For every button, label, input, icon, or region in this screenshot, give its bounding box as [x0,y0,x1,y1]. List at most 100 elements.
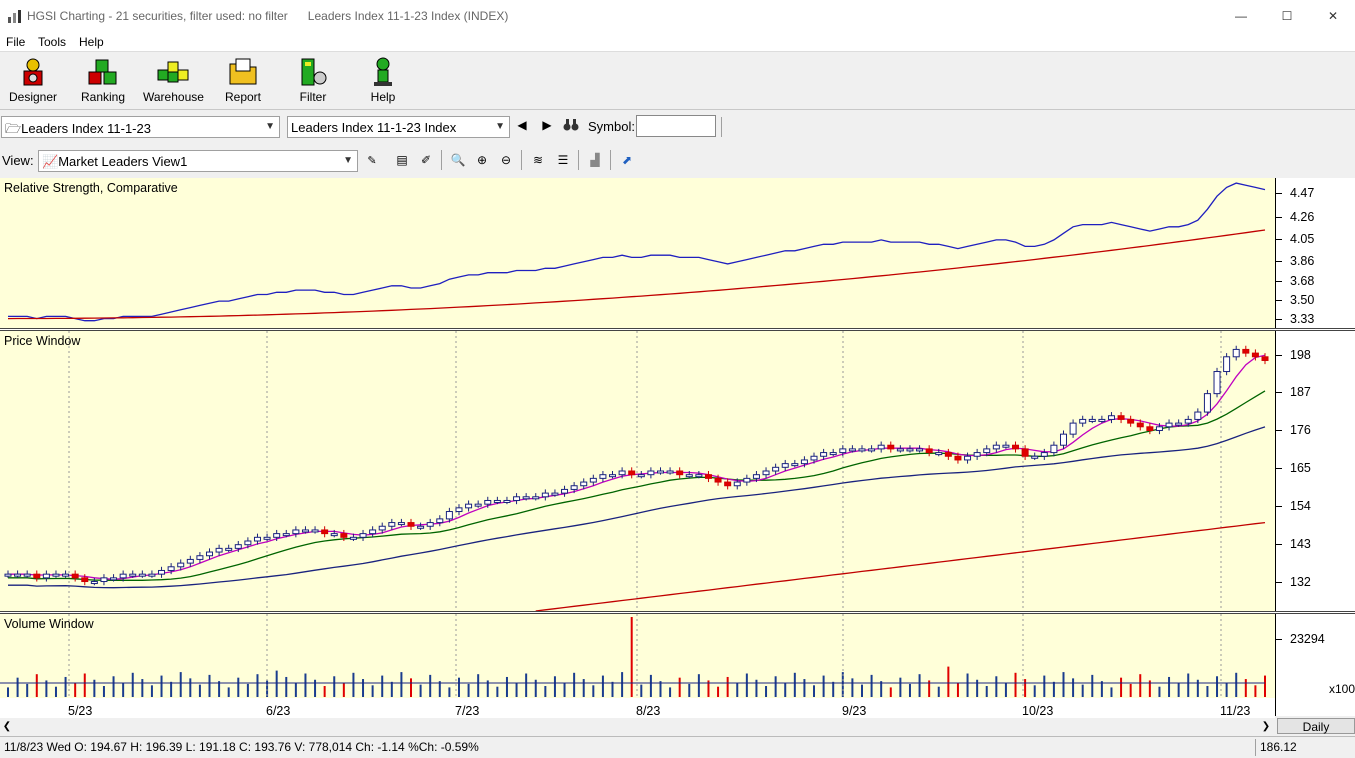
date-axis-label: 7/23 [455,704,480,718]
binoculars-icon [563,119,579,131]
list-select[interactable]: 🗁Leaders Index 11-1-23 ▼ [1,116,280,138]
candle-body [436,518,444,524]
candle-body [1194,411,1202,420]
properties-button[interactable]: ▤ [392,150,412,170]
candle-body [426,522,434,527]
data-table-button[interactable]: ☰ [553,150,573,170]
toolbar-separator [521,150,522,170]
candle-body [1040,452,1048,457]
period-button[interactable]: Daily [1277,718,1355,734]
candle-body [666,470,674,474]
relative-strength-line [8,182,1266,322]
triangle-left-icon: ◀ [517,118,527,132]
export-icon: ⬈ [621,153,633,167]
candle-body [1136,422,1144,428]
toolbar-separator [721,117,722,137]
date-axis-label: 8/23 [636,704,661,718]
triangle-right-icon: ▶ [542,118,552,132]
candle-body [359,533,367,538]
maximize-button[interactable]: ☐ [1281,9,1293,23]
help-button[interactable]: Help [353,56,413,106]
ma21-line [8,390,1266,581]
candle-body [685,474,693,478]
scroll-right-button[interactable]: ❯ [1259,718,1273,735]
security-select[interactable]: Leaders Index 11-1-23 Index ▼ [287,116,510,138]
candle-body [733,481,741,487]
candle-body [810,455,818,461]
rs-tick-label: 4.47 [1290,186,1315,200]
symbol-input[interactable] [636,115,716,137]
date-axis: 5/23 6/23 7/23 8/23 9/23 10/23 11/23 [0,698,1275,718]
chart-type-button[interactable]: ▟ [585,150,605,170]
candle-body [52,573,60,577]
close-button[interactable]: ✕ [1327,9,1339,23]
eraser-icon: ✎ [367,154,377,167]
scroll-left-button[interactable]: ❮ [0,718,14,735]
candle-body [781,463,789,468]
chart-view-icon: 📈 [42,154,59,169]
horizontal-scrollbar[interactable] [16,720,1256,733]
candle-body [1165,422,1173,428]
chevron-down-icon: ▼ [495,121,505,132]
view-select[interactable]: 📈Market Leaders View1 ▼ [38,150,358,172]
ranking-button[interactable]: Ranking [73,56,133,106]
date-axis-label: 5/23 [68,704,93,718]
candle-body [42,573,50,579]
date-axis-label: 10/23 [1022,704,1054,718]
menu-help[interactable]: Help [79,35,104,49]
zoom-button[interactable]: 🔍 [448,150,468,170]
warehouse-button[interactable]: Warehouse [143,56,204,106]
candle-body [839,448,847,454]
report-button[interactable]: Report [213,56,273,106]
report-icon [229,58,257,85]
menu-file[interactable]: File [6,35,26,49]
candle-body [1223,356,1231,373]
candle-body [1012,444,1020,450]
magnifier-icon: 🔍 [450,153,466,167]
candle-body [695,474,703,478]
candle-body [580,481,588,487]
price-tickmark [1276,468,1282,469]
price-tickmark [1276,430,1282,431]
minimize-button[interactable]: — [1235,9,1247,23]
title-bar: HGSI Charting - 21 securities, filter us… [0,0,1355,32]
rs-tickmark [1276,193,1282,194]
candle-body [954,455,962,461]
cursor-value: 186.12 [1260,740,1297,754]
candle-body [148,573,156,577]
properties-icon: ▤ [396,153,408,167]
edit-properties-button[interactable]: ✐ [416,150,436,170]
date-axis-label: 9/23 [842,704,867,718]
zoom-in-button[interactable]: ⊕ [472,150,492,170]
designer-button[interactable]: Designer [3,56,63,106]
candle-body [292,529,300,535]
candle-body [474,503,482,507]
candle-body [263,536,271,540]
rs-tick-label: 3.50 [1290,293,1315,307]
panel-divider[interactable] [0,328,1355,331]
candle-body [1184,418,1192,424]
find-button[interactable] [561,115,581,135]
line-style-button[interactable]: ≋ [528,150,548,170]
candle-body [503,499,511,503]
candle-body [637,474,645,478]
candle-body [522,496,530,500]
next-security-button[interactable]: ▶ [537,115,557,135]
previous-security-button[interactable]: ◀ [512,115,532,135]
chevron-down-icon: ▼ [343,155,353,166]
zoom-out-button[interactable]: ⊖ [496,150,516,170]
candle-body [378,525,386,531]
candle-body [647,470,655,476]
panel-divider[interactable] [0,611,1355,614]
candle-body [772,466,780,472]
candle-body [206,551,214,557]
candle-body [186,558,194,564]
view-edit-button[interactable]: ✎ [362,150,382,170]
quote-readout: 11/8/23 Wed O: 194.67 H: 196.39 L: 191.1… [4,740,479,754]
filter-button[interactable]: Filter [283,56,343,106]
menu-tools[interactable]: Tools [38,35,67,49]
export-button[interactable]: ⬈ [617,150,637,170]
scroll-row: ❮ ❯ Daily [0,718,1355,735]
rs-axis: 4.47 4.26 4.05 3.86 3.68 3.50 3.33 [1275,178,1355,328]
chevron-left-icon: ❮ [2,721,12,732]
